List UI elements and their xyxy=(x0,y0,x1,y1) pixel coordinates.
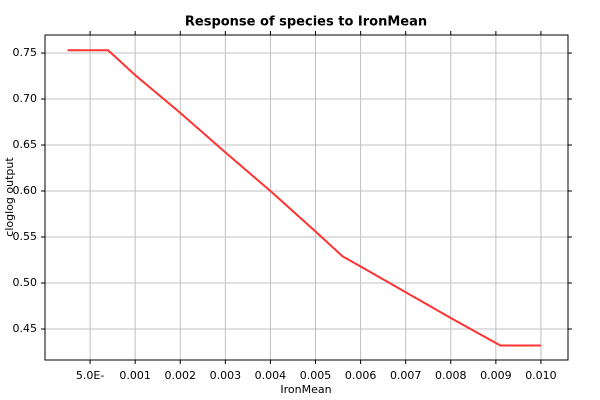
y-tick-label: 0.70 xyxy=(13,92,38,105)
x-tick-label: 0.007 xyxy=(390,369,422,382)
x-tick-label: 0.002 xyxy=(165,369,197,382)
x-tick-label: 0.009 xyxy=(480,369,512,382)
x-tick-label: 5.0E- xyxy=(76,369,104,382)
x-tick-label: 0.008 xyxy=(435,369,467,382)
y-tick-label: 0.60 xyxy=(13,184,38,197)
y-tick-label: 0.75 xyxy=(13,46,38,59)
y-tick-label: 0.45 xyxy=(13,322,38,335)
x-tick-label: 0.006 xyxy=(345,369,377,382)
x-tick-label: 0.004 xyxy=(255,369,287,382)
x-tick-label: 0.010 xyxy=(525,369,557,382)
x-tick-label: 0.005 xyxy=(300,369,332,382)
y-tick-label: 0.50 xyxy=(13,276,38,289)
chart-title: Response of species to IronMean xyxy=(185,15,427,30)
y-axis-label: cloglog output xyxy=(3,157,16,237)
x-tick-label: 0.003 xyxy=(210,369,242,382)
x-tick-label: 0.001 xyxy=(119,369,151,382)
y-tick-label: 0.55 xyxy=(13,230,38,243)
plot-frame xyxy=(44,34,569,361)
x-axis-label: IronMean xyxy=(280,383,331,396)
y-tick-label: 0.65 xyxy=(13,138,38,151)
series-line xyxy=(67,49,541,347)
